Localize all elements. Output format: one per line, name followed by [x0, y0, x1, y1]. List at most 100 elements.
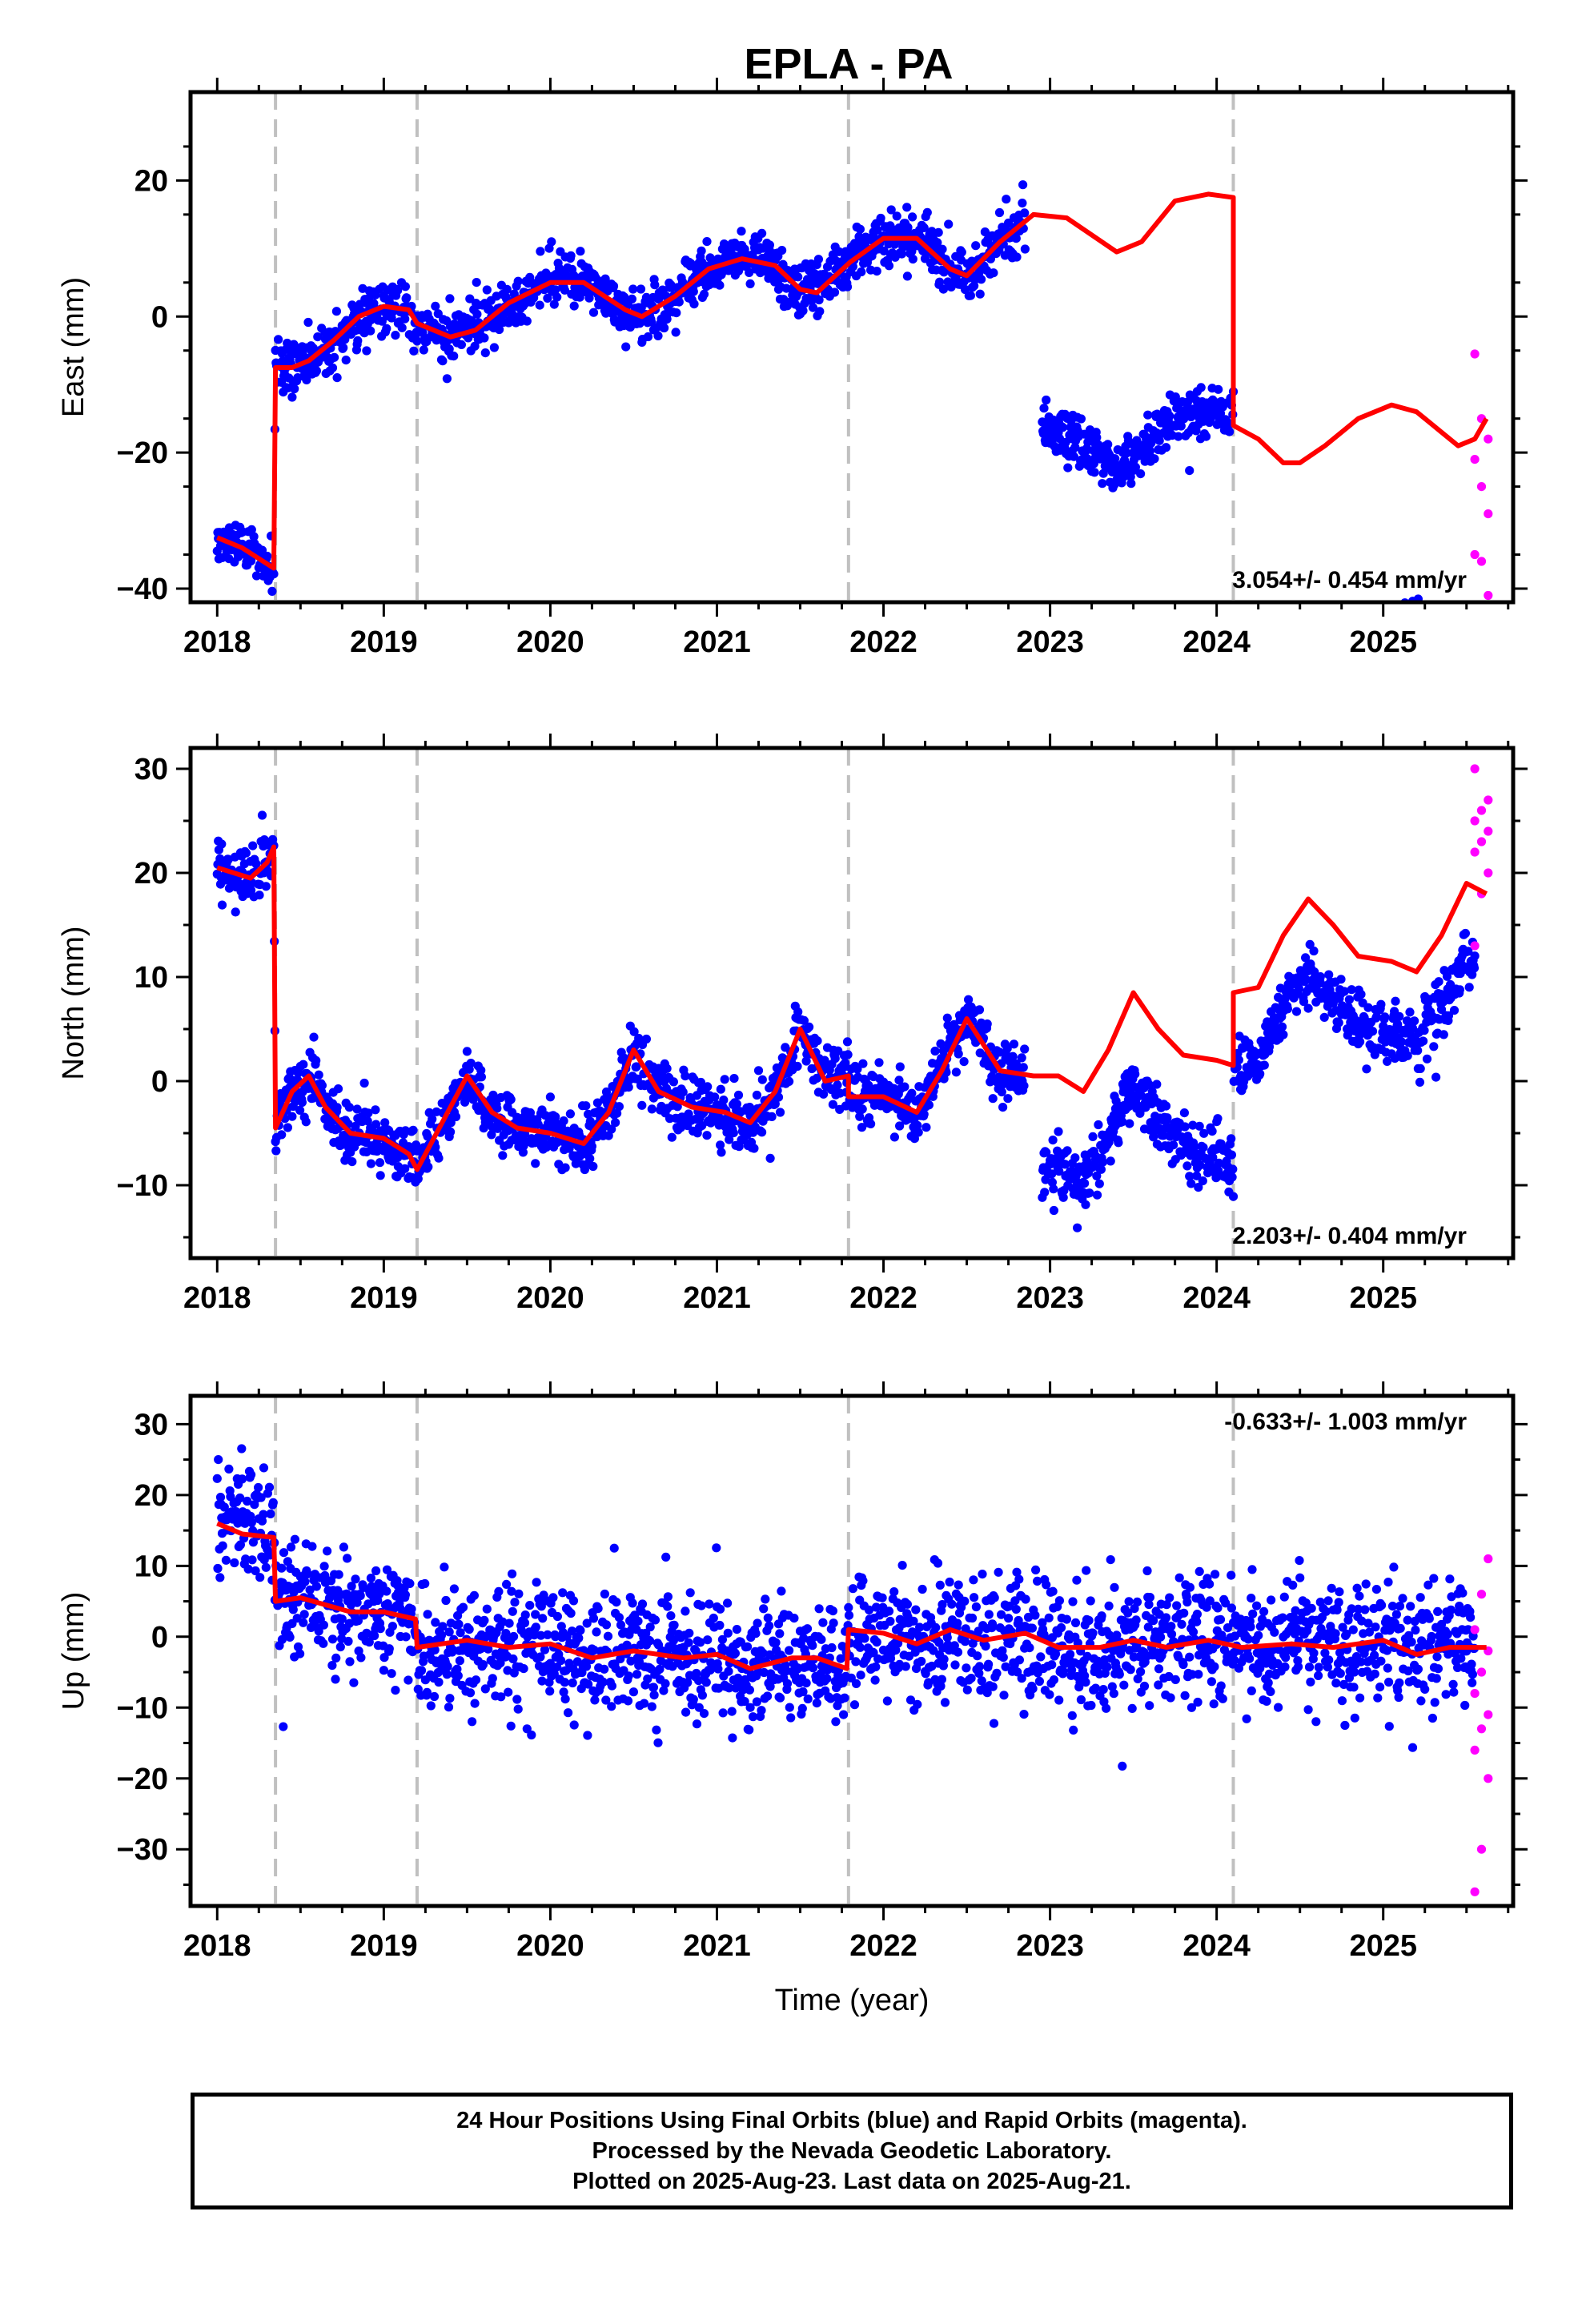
final-point — [323, 1546, 332, 1556]
final-point — [428, 1114, 437, 1124]
final-point — [1429, 674, 1438, 683]
final-point — [1344, 995, 1354, 1004]
final-point — [982, 1019, 992, 1029]
rapid-point — [1476, 806, 1487, 815]
final-point — [1469, 963, 1480, 973]
final-point — [434, 1677, 444, 1687]
final-point — [1332, 662, 1341, 671]
final-point — [498, 1151, 508, 1160]
final-point — [436, 1630, 447, 1640]
final-point — [319, 1638, 328, 1648]
final-point — [1467, 669, 1476, 677]
final-point — [221, 1555, 231, 1565]
final-point — [1430, 641, 1439, 649]
final-point — [637, 1599, 648, 1609]
final-point — [1094, 1179, 1104, 1188]
final-point — [506, 1721, 516, 1731]
panel-north: 2018 2019 2020 2021 2022 2023 2024 2025−1001020… — [57, 734, 1528, 1315]
final-point — [712, 1543, 721, 1553]
final-point — [482, 1604, 492, 1614]
final-point — [957, 247, 966, 257]
final-point — [1302, 669, 1311, 677]
final-point — [1376, 999, 1386, 1009]
final-point — [412, 336, 422, 346]
final-point — [1418, 638, 1427, 647]
final-point — [1258, 660, 1267, 669]
y-tick-label: 20 — [135, 164, 168, 198]
final-point — [1270, 664, 1279, 673]
final-point — [1427, 641, 1436, 649]
final-point — [1294, 676, 1303, 685]
final-point — [1303, 670, 1312, 679]
final-point — [545, 1687, 555, 1696]
final-point — [1424, 624, 1433, 633]
final-point — [1328, 674, 1337, 683]
final-point — [1261, 652, 1270, 661]
final-point — [343, 1554, 352, 1563]
y-tick-label: 10 — [135, 961, 168, 995]
x-tick-label: 2019 — [350, 1281, 418, 1315]
final-point — [908, 254, 917, 264]
final-point — [431, 1142, 440, 1152]
final-point — [1416, 640, 1425, 649]
final-point — [1467, 675, 1476, 684]
final-point — [681, 1707, 691, 1717]
final-point — [1469, 652, 1478, 661]
final-point — [1383, 1056, 1392, 1066]
final-point — [593, 1604, 603, 1614]
final-point — [1443, 646, 1452, 655]
final-point — [1271, 682, 1280, 690]
final-point — [558, 1588, 568, 1598]
final-point — [1459, 666, 1468, 675]
final-point — [1434, 977, 1443, 987]
final-point — [732, 1625, 742, 1634]
final-point — [255, 891, 264, 900]
final-point — [628, 1598, 637, 1608]
final-point — [1049, 1205, 1058, 1216]
final-point — [287, 1112, 297, 1121]
final-point — [214, 1455, 223, 1465]
final-point — [930, 1046, 940, 1056]
final-point — [1464, 646, 1472, 655]
final-point — [1214, 384, 1223, 394]
final-point — [1456, 670, 1465, 679]
final-point — [1003, 1094, 1013, 1104]
final-point — [872, 267, 881, 276]
final-point — [1136, 469, 1146, 479]
final-point — [1250, 663, 1259, 672]
final-point — [1042, 395, 1051, 405]
final-point — [1389, 604, 1398, 613]
final-point — [1250, 645, 1259, 654]
final-point — [1263, 681, 1271, 690]
final-point — [843, 1050, 853, 1059]
final-point — [382, 324, 391, 333]
final-point — [1305, 672, 1314, 681]
rapid-point — [1484, 434, 1493, 444]
final-point — [757, 228, 767, 238]
final-point — [353, 336, 363, 345]
final-point — [710, 1092, 720, 1102]
final-point — [1460, 660, 1469, 669]
final-point — [667, 1132, 677, 1142]
rate-label-east: 3.054+/- 0.454 mm/yr — [1232, 567, 1467, 593]
final-point — [351, 1121, 360, 1131]
final-point — [487, 1130, 496, 1140]
final-point — [332, 373, 342, 383]
final-point — [548, 1593, 558, 1602]
final-point — [314, 1070, 323, 1080]
final-point — [290, 384, 299, 394]
final-point — [230, 1558, 239, 1568]
final-point — [1291, 691, 1300, 700]
final-point — [301, 1117, 311, 1127]
final-point — [1384, 610, 1393, 619]
final-point — [1295, 659, 1303, 668]
final-point — [343, 1636, 353, 1647]
final-point — [612, 1108, 622, 1118]
final-point — [1277, 665, 1286, 673]
final-point — [424, 1162, 433, 1172]
final-point — [330, 352, 339, 362]
final-point — [1415, 1077, 1425, 1087]
final-point — [685, 1628, 694, 1638]
final-points-up — [212, 1444, 1480, 1771]
final-point — [1039, 404, 1049, 413]
